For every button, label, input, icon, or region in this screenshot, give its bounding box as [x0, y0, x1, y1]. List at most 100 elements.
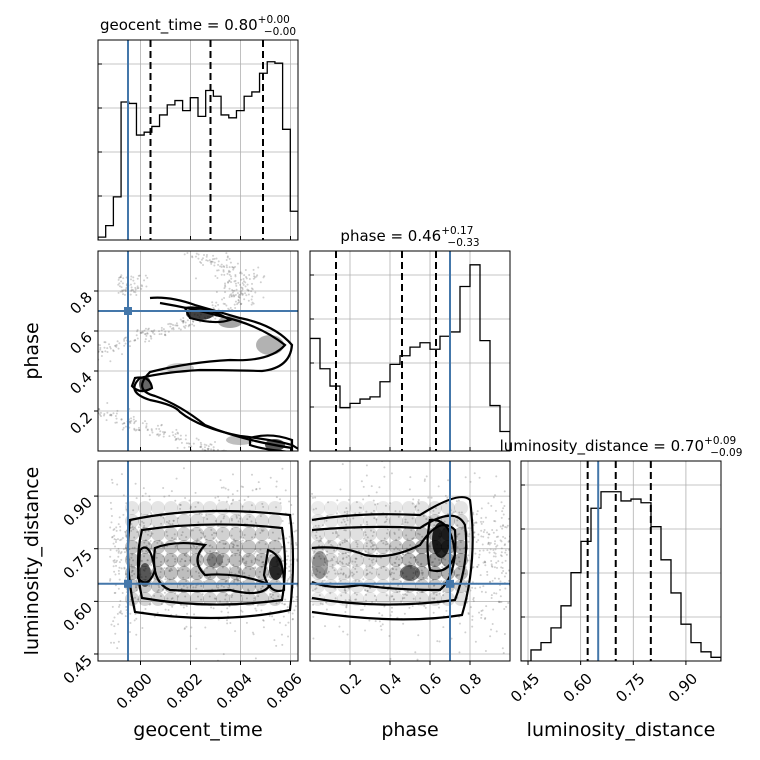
sample-point	[381, 623, 384, 626]
sample-point	[125, 535, 128, 538]
sample-point	[251, 282, 254, 285]
sample-point	[68, 364, 70, 366]
sample-point	[412, 537, 415, 540]
sample-point	[292, 522, 295, 525]
sample-point	[229, 261, 232, 264]
sample-point	[260, 664, 262, 666]
sample-point	[228, 279, 231, 282]
sample-point	[484, 561, 487, 564]
sample-point	[160, 603, 163, 606]
sample-point	[41, 390, 43, 392]
sample-point	[163, 334, 166, 337]
sample-point	[222, 302, 225, 305]
sample-point	[192, 544, 195, 547]
density-cell	[216, 566, 230, 580]
sample-point	[228, 266, 231, 269]
title-minus: −0.00	[264, 26, 296, 38]
sample-point	[114, 573, 117, 576]
sample-point	[135, 589, 138, 592]
sample-point	[456, 574, 459, 577]
sample-point	[459, 548, 462, 551]
sample-point	[494, 552, 497, 555]
sample-point	[255, 488, 258, 491]
sample-point	[446, 496, 449, 499]
sample-point	[409, 544, 412, 547]
sample-point	[110, 641, 113, 644]
sample-point	[472, 600, 475, 603]
sample-point	[91, 408, 93, 410]
sample-point	[475, 540, 478, 543]
sample-point	[419, 597, 422, 600]
sample-point	[117, 278, 120, 281]
sample-point	[409, 476, 412, 479]
sample-point	[144, 539, 147, 542]
sample-point	[122, 548, 125, 551]
sample-point	[73, 401, 75, 403]
sample-point	[66, 399, 68, 401]
sample-point	[67, 371, 69, 373]
sample-point	[480, 535, 483, 538]
sample-point	[398, 590, 401, 593]
sample-point	[146, 551, 149, 554]
sample-point	[179, 504, 182, 507]
sample-point	[418, 552, 421, 555]
sample-point	[188, 559, 191, 562]
sample-point	[144, 338, 147, 341]
sample-point	[228, 452, 230, 454]
sample-point	[225, 593, 228, 596]
sample-point	[197, 438, 200, 441]
sample-point	[244, 285, 247, 288]
sample-point	[162, 435, 165, 438]
sample-point	[45, 371, 47, 373]
sample-point	[146, 276, 149, 279]
sample-point	[288, 570, 291, 573]
sample-point	[57, 387, 59, 389]
sample-point	[201, 257, 204, 260]
sample-point	[469, 480, 472, 483]
sample-point	[344, 576, 347, 579]
sample-point	[342, 518, 345, 521]
sample-point	[136, 598, 139, 601]
sample-point	[486, 531, 489, 534]
sample-point	[119, 611, 122, 614]
sample-point	[56, 376, 58, 378]
sample-point	[158, 539, 161, 542]
sample-point	[49, 381, 51, 383]
sample-point	[492, 496, 495, 499]
sample-point	[224, 543, 227, 546]
sample-point	[262, 561, 265, 564]
y-tick-label-phase: 0.4	[66, 368, 96, 398]
sample-point	[64, 391, 66, 393]
sample-point	[253, 536, 256, 539]
sample-point	[234, 274, 237, 277]
sample-point	[250, 298, 253, 301]
sample-point	[164, 330, 167, 333]
sample-point	[128, 345, 131, 348]
sample-point	[282, 615, 285, 618]
sample-point	[87, 404, 89, 406]
sample-point	[73, 364, 75, 366]
density-cell	[216, 553, 230, 567]
sample-point	[157, 589, 160, 592]
sample-point	[55, 355, 57, 357]
sample-point	[262, 529, 265, 532]
sample-point	[230, 517, 233, 520]
sample-point	[174, 324, 177, 327]
sample-point	[109, 413, 112, 416]
sample-point	[500, 555, 503, 558]
sample-point	[136, 285, 139, 288]
density-cell	[324, 566, 338, 580]
sample-point	[121, 537, 124, 540]
sample-point	[338, 578, 341, 581]
sample-point	[120, 274, 123, 277]
sample-point	[250, 290, 253, 293]
sample-point	[144, 327, 147, 330]
sample-point	[487, 533, 490, 536]
sample-point	[59, 374, 61, 376]
sample-point	[373, 594, 376, 597]
sample-point	[135, 334, 138, 337]
sample-point	[318, 544, 321, 547]
sample-point	[185, 605, 188, 608]
sample-point	[228, 287, 231, 290]
density-cell	[363, 540, 377, 554]
